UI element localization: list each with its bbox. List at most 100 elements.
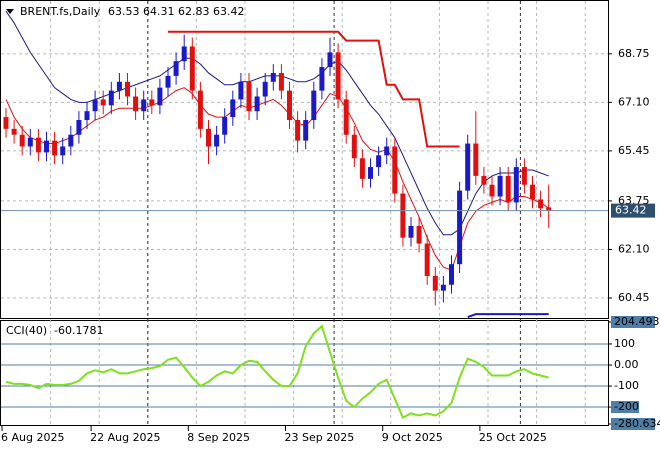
y-tick-label: 100 bbox=[614, 337, 635, 350]
candle-body bbox=[319, 67, 325, 91]
candle-body bbox=[3, 117, 9, 129]
candle-body bbox=[432, 275, 438, 291]
y-tick-label: 204.493 bbox=[614, 315, 660, 328]
y-tick-label: 60.45 bbox=[618, 291, 650, 304]
candle-body bbox=[230, 99, 236, 118]
x-tick-label: 6 Aug 2025 bbox=[1, 431, 64, 444]
candle-body bbox=[481, 175, 487, 185]
candle-body bbox=[116, 81, 122, 91]
y-tick-label: 65.45 bbox=[618, 144, 650, 157]
x-tick-label: 22 Aug 2025 bbox=[90, 431, 160, 444]
candle-body bbox=[424, 243, 430, 276]
candle-body bbox=[359, 158, 365, 179]
cci-panel bbox=[0, 320, 609, 426]
candle-body bbox=[546, 207, 552, 211]
candle-body bbox=[189, 46, 195, 91]
candle-body bbox=[392, 146, 398, 194]
indicator-line bbox=[168, 30, 460, 148]
y-tick-label: 68.75 bbox=[618, 47, 650, 60]
candle-body bbox=[538, 199, 544, 209]
candle-body bbox=[68, 134, 74, 147]
candle-body bbox=[489, 184, 495, 197]
marks bbox=[1, 10, 608, 419]
candle-body bbox=[303, 120, 309, 141]
candle-body bbox=[457, 190, 463, 265]
candle-body bbox=[125, 81, 130, 97]
cci-value: -60.1781 bbox=[54, 324, 103, 337]
y-tick-label: -280.634 bbox=[614, 417, 660, 430]
candle-body bbox=[19, 134, 25, 147]
candle-body bbox=[351, 134, 357, 159]
candle-body bbox=[327, 52, 333, 68]
candle-body bbox=[513, 167, 519, 203]
price-box-label: 63.42 bbox=[615, 204, 647, 217]
candle-body bbox=[295, 120, 301, 141]
header-arrow bbox=[6, 9, 14, 14]
candle-body bbox=[449, 264, 454, 285]
cci-line bbox=[5, 324, 549, 419]
indicator-line bbox=[467, 313, 549, 319]
y-tick-label: 0.00 bbox=[614, 358, 639, 371]
candle-body bbox=[400, 193, 406, 238]
tick-box bbox=[611, 316, 655, 328]
candle-body bbox=[343, 99, 349, 135]
candle-body bbox=[27, 137, 33, 147]
candle-body bbox=[100, 99, 106, 106]
candle-body bbox=[497, 175, 503, 197]
candle-body bbox=[149, 99, 155, 106]
symbol: BRENT.fs,Daily bbox=[20, 5, 101, 18]
candle-body bbox=[84, 111, 90, 121]
candle-body bbox=[530, 184, 535, 200]
main-panel bbox=[0, 0, 609, 319]
candle-body bbox=[368, 167, 373, 179]
candle-body bbox=[60, 146, 66, 156]
candle-body bbox=[11, 128, 17, 135]
candle-body bbox=[270, 72, 276, 82]
grid bbox=[1, 1, 612, 431]
candle-body bbox=[262, 81, 268, 97]
candle-body bbox=[287, 90, 292, 121]
x-tick-label: 9 Oct 2025 bbox=[382, 431, 443, 444]
candle-body bbox=[335, 52, 341, 100]
y-tick-label: -100 bbox=[614, 379, 639, 392]
candle-body bbox=[76, 120, 82, 135]
candle-body bbox=[206, 128, 211, 147]
candle-body bbox=[222, 117, 228, 135]
open-value: 63.53 bbox=[108, 5, 140, 18]
low-value: 62.83 bbox=[178, 5, 210, 18]
candle-body bbox=[181, 46, 187, 62]
candle-body bbox=[384, 146, 390, 156]
candle-body bbox=[44, 140, 49, 153]
candle-body bbox=[278, 72, 284, 91]
x-tick-label: 23 Sep 2025 bbox=[285, 431, 355, 444]
price-box bbox=[611, 203, 655, 218]
candle-body bbox=[141, 99, 147, 112]
candle-body bbox=[440, 284, 446, 291]
candle-body bbox=[165, 75, 171, 88]
candle-body bbox=[133, 96, 139, 112]
candle-body bbox=[214, 134, 220, 147]
candle-body bbox=[473, 143, 479, 176]
x-tick-label: 25 Oct 2025 bbox=[479, 431, 547, 444]
candle-body bbox=[505, 175, 511, 203]
candle-body bbox=[52, 140, 58, 156]
candle-body bbox=[173, 61, 179, 76]
tick-box bbox=[611, 401, 639, 414]
candle-body bbox=[376, 155, 382, 168]
candle-body bbox=[254, 96, 260, 112]
candle-body bbox=[311, 90, 317, 121]
high-value: 64.31 bbox=[143, 5, 175, 18]
candle-body bbox=[465, 143, 471, 191]
close-value: 63.42 bbox=[213, 5, 245, 18]
candle-body bbox=[238, 81, 244, 100]
y-tick-label: -200 bbox=[614, 400, 639, 413]
candle-body bbox=[246, 81, 252, 112]
candle-body bbox=[35, 137, 41, 153]
x-tick-label: 8 Sep 2025 bbox=[187, 431, 250, 444]
candle-body bbox=[157, 87, 163, 106]
y-tick-label: 67.10 bbox=[618, 95, 650, 108]
candle-body bbox=[92, 99, 98, 112]
cci-title: CCI(40) bbox=[6, 324, 47, 337]
